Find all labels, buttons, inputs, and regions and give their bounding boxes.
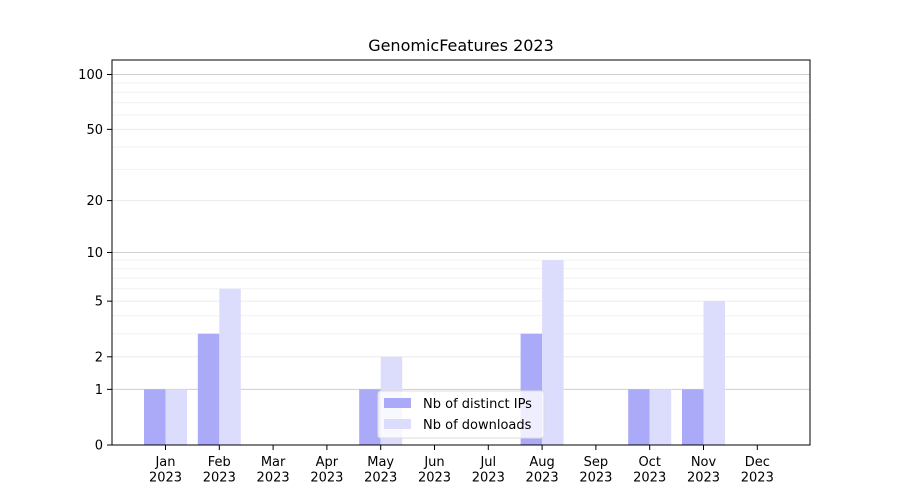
x-tick-label: Mar 2023 [257,455,290,486]
bar-downloads [219,288,241,445]
y-tick-label: 10 [86,246,103,261]
x-tick-label: Dec 2023 [741,455,774,486]
y-tick-label: 100 [78,68,103,83]
x-tick-label: Jun 2023 [418,455,451,486]
y-tick-label: 1 [95,383,103,398]
x-tick-label: Apr 2023 [310,455,343,486]
legend-label: Nb of distinct IPs [423,397,532,412]
x-tick-label: Jan 2023 [149,455,182,486]
bar-downloads [703,301,725,445]
chart-title: GenomicFeatures 2023 [368,36,554,55]
bar-distinct-ips [197,333,220,445]
y-tick-label: 2 [95,350,103,365]
bar-distinct-ips [682,389,704,445]
y-tick-label: 50 [86,123,103,138]
grid-lines [112,74,810,390]
bar-downloads [649,389,672,445]
y-tick-label: 0 [95,439,103,454]
legend-box [377,390,545,439]
bar-distinct-ips [359,389,381,445]
legend-label: Nb of downloads [423,418,532,433]
bar-downloads [542,260,564,445]
x-tick-label: May 2023 [364,455,397,486]
x-tick-label: Oct 2023 [633,455,666,486]
x-tick-label: Feb 2023 [203,455,236,486]
bar-distinct-ips [628,389,650,445]
y-axis: 0 1 2 5 10 20 50 100 [78,68,112,454]
x-tick-label: Sep 2023 [579,455,612,486]
y-tick-label: 20 [86,194,103,209]
x-tick-label: Aug 2023 [526,455,559,486]
x-axis: Jan 2023 Feb 2023 Mar 2023 Apr 2023 May 2023 Jun 20… [149,445,774,486]
legend-swatch [384,398,411,408]
x-tick-label: Nov 2023 [687,455,720,486]
x-tick-label: Jul 2023 [472,455,505,486]
bar-distinct-ips [144,389,166,445]
legend-swatch [384,419,411,429]
legend: Nb of distinct IPs Nb of downloads [377,390,545,439]
y-tick-label: 5 [95,295,103,310]
bar-downloads [165,389,187,445]
